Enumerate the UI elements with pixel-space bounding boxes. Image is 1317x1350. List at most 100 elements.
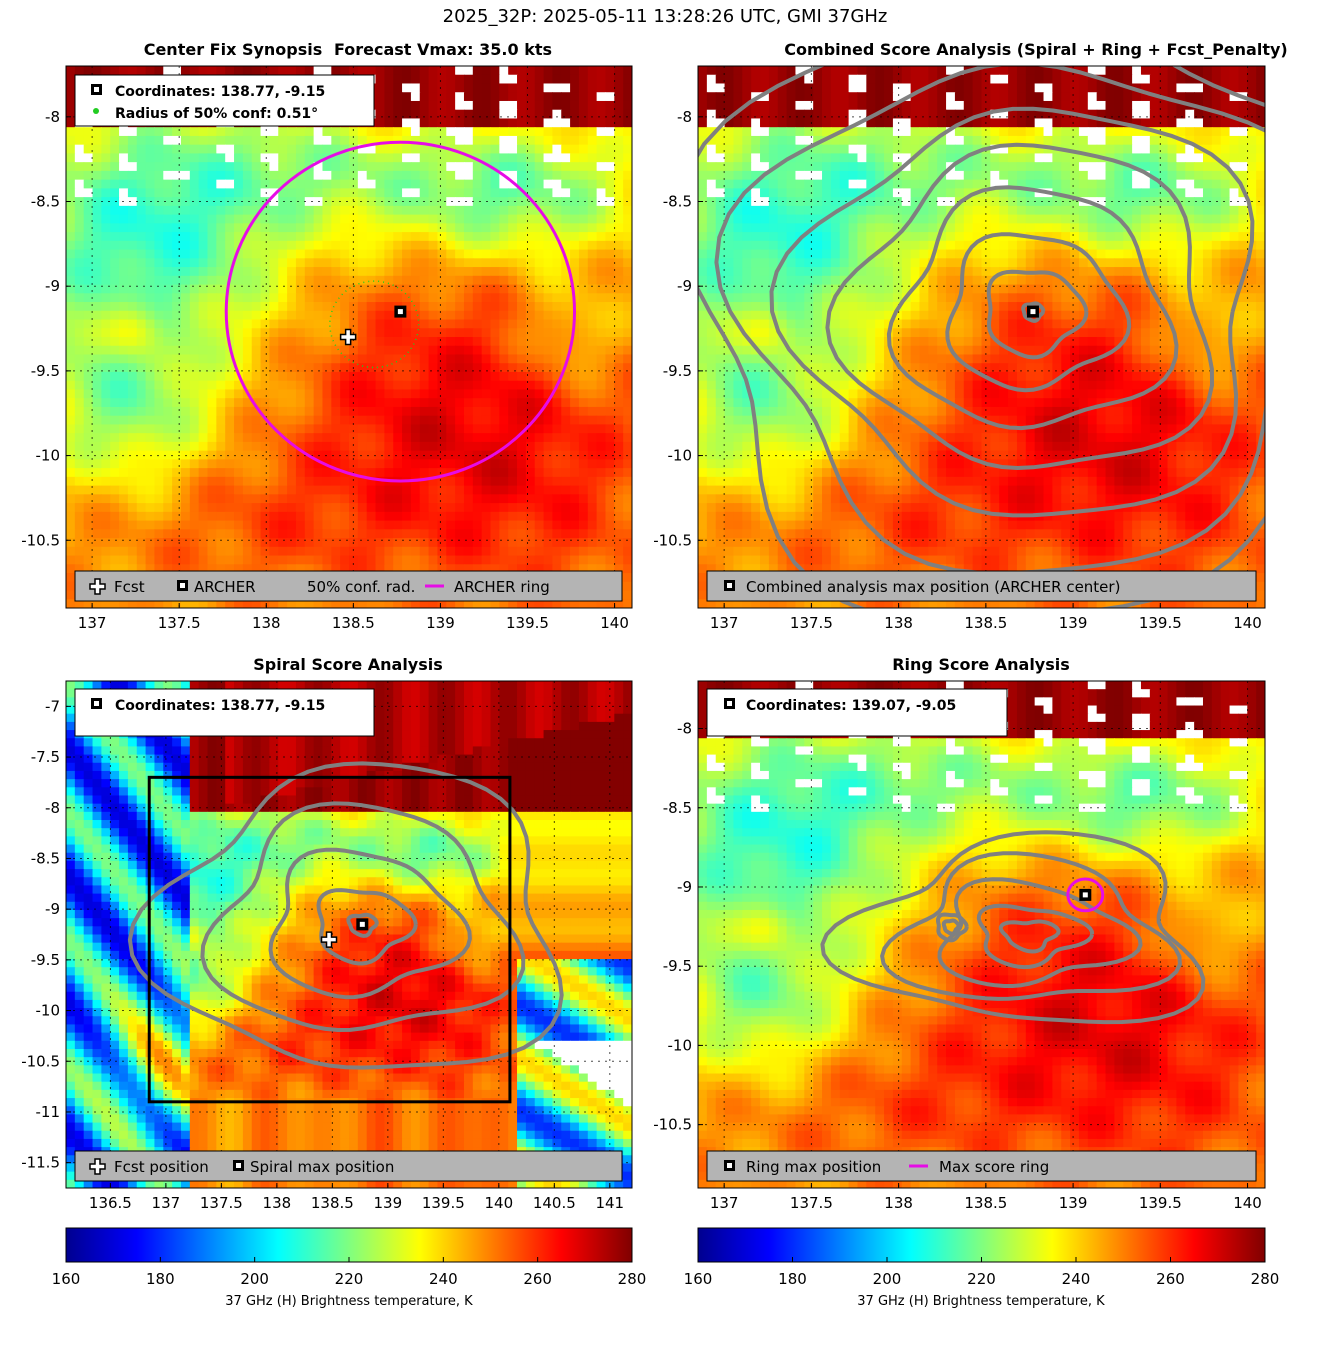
heatmap-cell	[313, 267, 324, 277]
heatmap-cell	[136, 529, 147, 539]
heatmap-cell	[1211, 135, 1222, 146]
heatmap-cell	[242, 424, 253, 434]
heatmap-cell	[216, 328, 226, 338]
heatmap-cell	[1087, 144, 1098, 155]
heatmap-cell	[587, 520, 598, 530]
heatmap-cell	[839, 92, 850, 102]
heatmap-cell	[260, 319, 270, 329]
heatmap-cell	[101, 310, 111, 321]
heatmap-cell	[623, 371, 632, 382]
heatmap-cell	[472, 485, 483, 495]
heatmap-cell	[623, 590, 632, 600]
heatmap-cell	[189, 371, 200, 382]
heatmap-cell	[260, 503, 270, 513]
heatmap-cell	[119, 459, 129, 469]
heatmap-cell	[972, 170, 983, 181]
heatmap-cell	[110, 302, 120, 312]
heatmap-cell	[525, 179, 536, 189]
heatmap-cell	[234, 363, 244, 373]
heatmap-cell	[287, 468, 297, 478]
heatmap-cell	[928, 170, 938, 181]
heatmap-cell	[698, 92, 708, 102]
heatmap-cell	[777, 188, 788, 198]
heatmap-cell	[331, 546, 341, 557]
heatmap-cell	[127, 328, 138, 338]
heatmap-cell	[66, 555, 76, 565]
heatmap-cell	[375, 441, 385, 452]
heatmap-cell	[751, 83, 761, 93]
heatmap-cell	[384, 564, 394, 574]
heatmap-cell	[543, 424, 553, 434]
heatmap-cell	[119, 468, 129, 478]
heatmap-cell	[596, 170, 607, 181]
heatmap-cell	[795, 179, 805, 189]
heatmap-cell	[954, 188, 965, 198]
heatmap-cell	[269, 232, 279, 242]
heatmap-cell	[163, 153, 173, 163]
heatmap-cell	[543, 310, 553, 321]
heatmap-cell	[490, 144, 500, 155]
heatmap-cell	[830, 74, 841, 85]
heatmap-cell	[145, 371, 156, 382]
heatmap-cell	[570, 380, 580, 391]
x-tick-label: 138	[252, 614, 281, 632]
heatmap-cell	[517, 302, 527, 312]
heatmap-cell	[260, 240, 270, 251]
heatmap-cell	[1114, 66, 1124, 76]
heatmap-cell	[1043, 92, 1053, 102]
heatmap-cell	[446, 293, 456, 303]
heatmap-cell	[561, 546, 571, 557]
heatmap-cell	[163, 406, 173, 417]
heatmap-cell	[822, 144, 832, 155]
heatmap-cell	[74, 476, 85, 487]
heatmap-cell	[92, 468, 102, 478]
heatmap-cell	[331, 398, 341, 408]
heatmap-cell	[260, 538, 270, 548]
heatmap-cell	[777, 118, 788, 128]
heatmap-cell	[857, 74, 867, 85]
heatmap-cell	[375, 555, 385, 565]
heatmap-cell	[1202, 127, 1213, 137]
heatmap-cell	[234, 555, 244, 565]
heatmap-cell	[517, 599, 527, 608]
heatmap-cell	[278, 529, 288, 539]
heatmap-cell	[287, 529, 297, 539]
heatmap-cell	[349, 240, 359, 251]
heatmap-cell	[698, 162, 708, 172]
heatmap-cell	[972, 83, 983, 93]
heatmap-cell	[101, 599, 111, 608]
heatmap-cell	[145, 433, 156, 443]
heatmap-cell	[92, 223, 102, 233]
heatmap-cell	[587, 135, 598, 146]
heatmap-cell	[322, 223, 332, 233]
heatmap-cell	[946, 153, 956, 163]
heatmap-cell	[1158, 188, 1169, 198]
heatmap-cell	[499, 599, 509, 608]
heatmap-cell	[1140, 170, 1151, 181]
heatmap-cell	[1016, 153, 1027, 163]
heatmap-cell	[481, 83, 492, 93]
heatmap-cell	[322, 441, 332, 452]
heatmap-cell	[189, 511, 200, 522]
heatmap-cell	[490, 415, 500, 426]
heatmap-cell	[552, 398, 562, 408]
heatmap-cell	[570, 240, 580, 251]
heatmap-cell	[260, 328, 270, 338]
heatmap-cell	[499, 223, 509, 233]
heatmap-cell	[119, 363, 129, 373]
heatmap-cell	[393, 153, 403, 163]
heatmap-cell	[366, 284, 377, 294]
heatmap-cell	[525, 267, 536, 277]
heatmap-cell	[198, 170, 209, 181]
heatmap-cell	[1247, 179, 1257, 189]
heatmap-cell	[751, 127, 761, 137]
heatmap-cell	[552, 389, 562, 399]
heatmap-cell	[189, 363, 200, 373]
heatmap-cell	[66, 511, 76, 522]
heatmap-cell	[410, 74, 421, 85]
heatmap-cell	[813, 83, 823, 93]
heatmap-cell	[313, 223, 324, 233]
heatmap-cell	[216, 538, 226, 548]
heatmap-cell	[614, 249, 624, 259]
heatmap-cell	[110, 170, 120, 181]
